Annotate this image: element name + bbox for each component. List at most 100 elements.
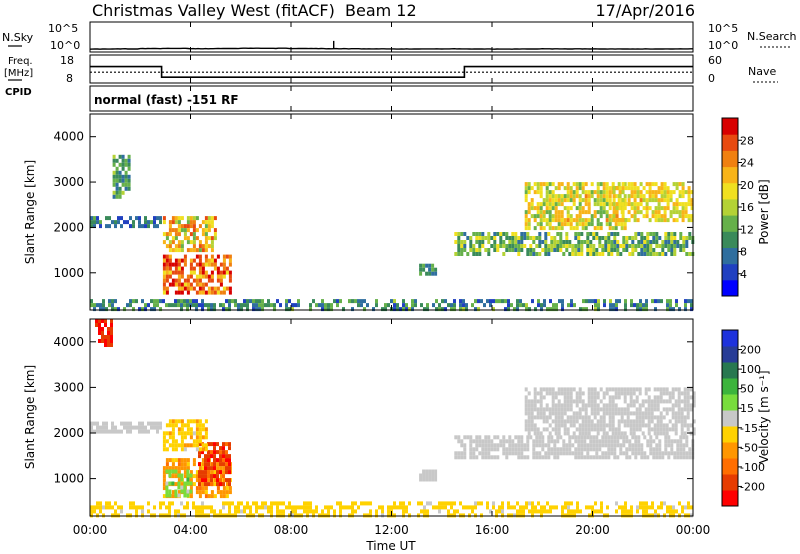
scatter-cell xyxy=(593,391,597,396)
scatter-cell xyxy=(327,307,330,312)
scatter-cell xyxy=(219,482,222,487)
scatter-cell xyxy=(536,210,540,215)
scatter-cell xyxy=(327,505,330,510)
scatter-cell xyxy=(532,455,536,460)
scatter-cell xyxy=(183,462,187,467)
scatter-cell xyxy=(180,462,184,467)
scatter-cell xyxy=(661,451,665,456)
scatter-cell xyxy=(671,415,675,420)
scatter-cell xyxy=(650,407,654,412)
scatter-cell xyxy=(168,473,172,478)
scatter-cell xyxy=(496,244,500,248)
scatter-cell xyxy=(647,399,651,404)
scatter-cell xyxy=(204,290,208,295)
scatter-cell xyxy=(124,174,128,179)
scatter-cell xyxy=(121,162,125,167)
scatter-cell xyxy=(204,505,207,510)
scatter-cell xyxy=(569,395,573,400)
scatter-cell xyxy=(111,425,114,430)
scatter-cell xyxy=(174,493,178,498)
scatter-cell xyxy=(599,182,603,187)
scatter-cell xyxy=(621,210,625,215)
scatter-cell xyxy=(532,236,536,240)
scatter-cell xyxy=(201,447,205,452)
scatter-cell xyxy=(564,505,567,510)
scatter-cell xyxy=(273,501,276,506)
scatter-cell xyxy=(684,505,687,510)
scatter-cell xyxy=(425,477,429,482)
scatter-cell xyxy=(174,220,178,225)
scatter-cell xyxy=(516,303,519,308)
scatter-cell xyxy=(526,232,530,236)
scatter-cell xyxy=(186,473,190,478)
scatter-cell xyxy=(595,439,599,444)
scatter-cell xyxy=(195,282,199,287)
scatter-cell xyxy=(171,240,175,245)
scatter-cell xyxy=(454,240,458,244)
scatter-cell xyxy=(605,190,609,195)
scatter-cell xyxy=(505,244,509,248)
scatter-cell xyxy=(590,218,594,223)
scatter-cell xyxy=(396,505,399,510)
scatter-cell xyxy=(192,278,196,283)
scatter-cell xyxy=(168,224,172,229)
scatter-cell xyxy=(639,182,643,187)
scatter-cell xyxy=(198,509,201,514)
scatter-cell xyxy=(174,458,178,463)
scatter-cell xyxy=(665,391,669,396)
scatter-cell xyxy=(557,399,561,404)
scatter-cell xyxy=(686,407,690,412)
scatter-cell xyxy=(438,501,441,506)
scatter-cell xyxy=(557,415,561,420)
scatter-cell xyxy=(96,220,99,225)
scatter-cell xyxy=(399,501,402,506)
scatter-cell xyxy=(216,462,220,467)
scatter-cell xyxy=(258,307,261,312)
scatter-cell xyxy=(626,387,630,392)
scatter-cell xyxy=(551,427,555,432)
scatter-cell xyxy=(472,439,476,444)
scatter-cell xyxy=(198,435,202,440)
scatter-cell xyxy=(617,387,621,392)
scatter-cell xyxy=(495,509,498,514)
scatter-cell xyxy=(618,505,621,510)
scatter-cell xyxy=(408,501,411,506)
scatter-cell xyxy=(216,470,219,475)
scatter-cell xyxy=(538,244,542,248)
scatter-cell xyxy=(560,423,564,428)
scatter-cell xyxy=(541,443,545,448)
scatter-cell xyxy=(225,307,228,312)
scatter-cell xyxy=(578,415,582,420)
scatter-cell xyxy=(556,232,560,236)
scatter-cell xyxy=(216,442,219,447)
scatter-cell xyxy=(657,299,660,304)
scatter-cell xyxy=(557,419,561,424)
scatter-cell xyxy=(593,395,597,400)
scatter-cell xyxy=(612,307,615,312)
scatter-cell xyxy=(168,493,172,498)
scatter-cell xyxy=(619,435,623,440)
scatter-cell xyxy=(591,299,594,304)
scatter-cell xyxy=(581,218,585,223)
scatter-cell xyxy=(586,232,590,236)
scatter-cell xyxy=(98,327,101,331)
scatter-cell xyxy=(548,222,552,227)
scatter-cell xyxy=(168,258,172,263)
scatter-cell xyxy=(548,407,552,412)
scatter-cell xyxy=(557,198,561,203)
scatter-cell xyxy=(557,182,561,187)
scatter-cell xyxy=(635,399,639,404)
scatter-cell xyxy=(174,489,178,494)
scatter-cell xyxy=(580,252,584,256)
scatter-cell xyxy=(525,505,528,510)
scatter-cell xyxy=(147,509,150,514)
scatter-cell xyxy=(675,509,678,514)
scatter-cell xyxy=(576,509,579,514)
scatter-cell xyxy=(630,505,633,510)
scatter-cell xyxy=(228,482,231,487)
scatter-cell xyxy=(168,303,171,308)
scatter-cell xyxy=(222,274,226,279)
scatter-cell xyxy=(623,407,627,412)
scatter-cell xyxy=(657,513,660,518)
scatter-cell xyxy=(526,236,530,240)
